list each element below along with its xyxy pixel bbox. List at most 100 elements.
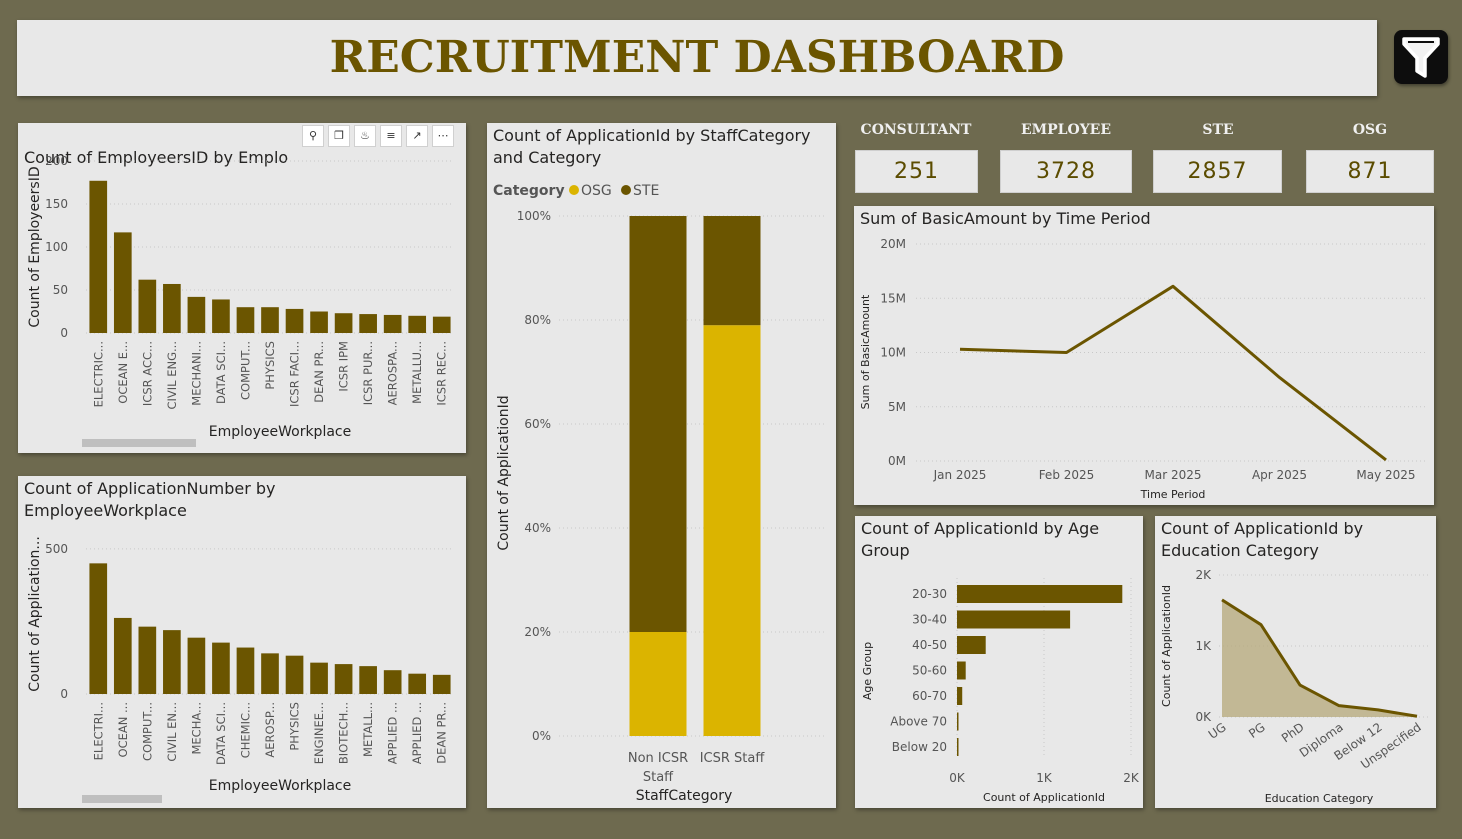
bar [957,610,1071,629]
kpi-employee-value[interactable]: 3728 [1000,150,1132,193]
y-tick-label: 40-50 [912,638,947,652]
legend-label: STE [633,183,659,199]
kpi-consultant-label: CONSULTANT [860,122,972,138]
y-tick-label: 20M [880,237,906,251]
horizontal-scrollbar[interactable] [82,439,196,447]
bar [310,311,328,333]
legend-marker [621,185,631,195]
x-tick-label: AEROSPA... [386,341,400,405]
kpi-consultant-value[interactable]: 251 [855,150,978,193]
education-chart-panel[interactable]: Count of ApplicationId by Education Cate… [1155,516,1436,808]
education-chart-title: Count of ApplicationId by Education Cate… [1161,519,1364,560]
x-tick-label: COMPUT... [238,341,252,400]
y-tick-label: 0 [60,326,68,340]
x-tick-label: ICSR FACI... [288,341,302,407]
x-tick-label: OCEAN ... [116,702,130,757]
bar [113,617,132,694]
x-tick-label: DATA SCI... [214,341,228,404]
more-options-icon[interactable]: ⋯ [432,125,454,147]
bar [163,283,181,333]
x-tick-label: ELECTRI... [91,702,105,760]
x-tick-label: APPLIED ... [386,702,400,764]
x-tick-label: ICSR Staff [700,751,766,766]
y-tick-label: 20% [524,625,551,639]
bar [957,738,959,756]
x-tick-label: Feb 2025 [1039,468,1095,482]
x-tick-label: ICSR PUR... [361,341,375,405]
bar [359,314,377,333]
y-tick-label: Below 20 [892,740,947,754]
bar [383,670,402,694]
copy-icon[interactable]: ❐ [328,125,350,147]
y-tick-label: 1K [1195,639,1212,653]
x-tick-label: Mar 2025 [1145,468,1202,482]
bar [334,664,353,694]
bar [957,661,966,680]
bar [138,279,157,333]
x-axis-title: StaffCategory [636,788,733,804]
y-tick-label: 60% [524,417,551,431]
kpi-ste-value[interactable]: 2857 [1153,150,1282,193]
x-tick-label: PG [1246,720,1268,741]
employers-chart-title-text: Count of EmployeersID by Emplo [24,148,289,167]
pin-icon[interactable]: ⚲ [302,125,324,147]
bell-icon[interactable]: ♨ [354,125,376,147]
filter-pane-button[interactable] [1394,30,1448,84]
y-tick-label: 30-40 [912,613,947,627]
x-tick-label: OCEAN E... [116,341,130,404]
bar [957,636,986,654]
bar [285,655,304,694]
x-tick-label: DEAN PR... [312,341,326,403]
x-axis-title: Time Period [1140,488,1206,501]
horizontal-scrollbar[interactable] [82,795,162,803]
bar [334,313,353,333]
legend-title: Category [493,183,565,199]
stacked-bar-segment [703,216,761,326]
applications-chart-panel[interactable]: Count of ApplicationNumber by EmployeeWo… [18,476,466,808]
bar [138,626,157,694]
funnel-icon [1402,37,1440,78]
x-tick-label: ICSR REC... [435,341,449,406]
bar [89,563,108,694]
series-line [1221,598,1418,718]
age-group-chart-panel[interactable]: Count of ApplicationId by Age Group 0K 1K… [855,516,1143,808]
basic-amount-line-chart: 0M 5M 10M 15M 20M Jan 2025 Feb 2025 Mar 2025 Apr… [859,237,1426,501]
basic-amount-chart-panel[interactable]: Sum of BasicAmount by Time Period 0M 5M 10… [854,206,1434,505]
x-tick-label: Non ICSR Staff [628,751,688,785]
y-tick-label: 0% [532,729,551,743]
staff-category-chart-panel[interactable]: Count of ApplicationId by StaffCategory … [487,123,836,808]
y-axis-title: Count of Application... [27,536,43,692]
bar [261,307,279,333]
x-tick-label: PHYSICS [263,341,277,390]
y-tick-label: 0M [888,454,906,468]
bar [261,653,279,694]
focus-mode-icon[interactable]: ↗ [406,125,428,147]
y-tick-label: 40% [524,521,551,535]
stacked-bar-segment [703,325,761,736]
employers-chart-panel[interactable]: Count of EmployeersID by Emploe ⚲ ❐ ♨ ≡ … [18,123,466,453]
bar [285,308,304,333]
kpi-osg-label: OSG [1352,122,1388,138]
y-axis-title: Count of ApplicationId [496,395,512,550]
staff-chart-title: Count of ApplicationId by StaffCategory … [493,126,811,167]
y-tick-label: Above 70 [890,715,947,729]
y-tick-label: 0 [60,687,68,701]
area-fill [1222,599,1417,717]
filter-icon[interactable]: ≡ [380,125,402,147]
stacked-bar-segment [629,216,687,632]
stacked-bar-segment [629,632,687,736]
y-tick-label: 100% [517,209,551,223]
bar [212,642,230,694]
x-tick-label: 0K [949,771,966,785]
y-tick-label: 60-70 [912,689,947,703]
x-tick-label: DATA SCI... [214,702,228,765]
kpi-osg-value[interactable]: 871 [1306,150,1434,193]
x-tick-label: ICSR ACC... [140,341,154,406]
age-chart-title: Count of ApplicationId by Age Group [861,519,1100,560]
y-tick-label: 500 [45,542,68,556]
x-tick-label: DEAN PR... [435,702,449,764]
x-tick-label: May 2025 [1356,468,1415,482]
kpi-employee-label: EMPLOYEE [1020,122,1112,138]
bar [408,673,427,694]
x-tick-label: CHEMIC... [238,702,252,758]
